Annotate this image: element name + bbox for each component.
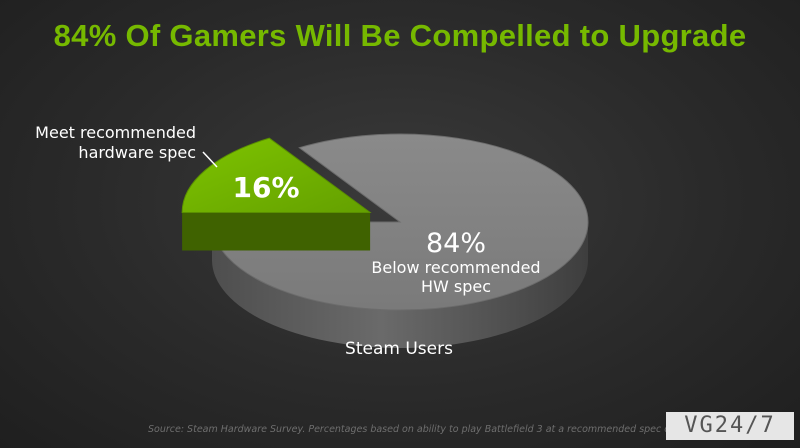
callout-line (202, 151, 218, 168)
watermark-logo: VG24/7 (666, 412, 794, 440)
slice-value-below-spec: 84% (426, 228, 486, 259)
slice-label-below-spec: Below recommended (371, 258, 540, 277)
slice-side-meet-spec (182, 212, 371, 251)
chart-caption: Steam Users (345, 339, 453, 359)
slice-meet-recommended (181, 137, 372, 213)
slice-label-meet-spec: Meet recommended (35, 123, 196, 142)
source-note: Source: Steam Hardware Survey. Percentag… (148, 424, 765, 435)
slice-value-meet-spec: 16% (232, 171, 299, 204)
slice-label-meet-spec: hardware spec (78, 143, 196, 162)
slice-side-below-spec (212, 222, 588, 348)
chart-title: 84% Of Gamers Will Be Compelled to Upgra… (53, 18, 747, 53)
slice-below-recommended (211, 133, 589, 311)
slice-label-below-spec: HW spec (421, 277, 491, 296)
